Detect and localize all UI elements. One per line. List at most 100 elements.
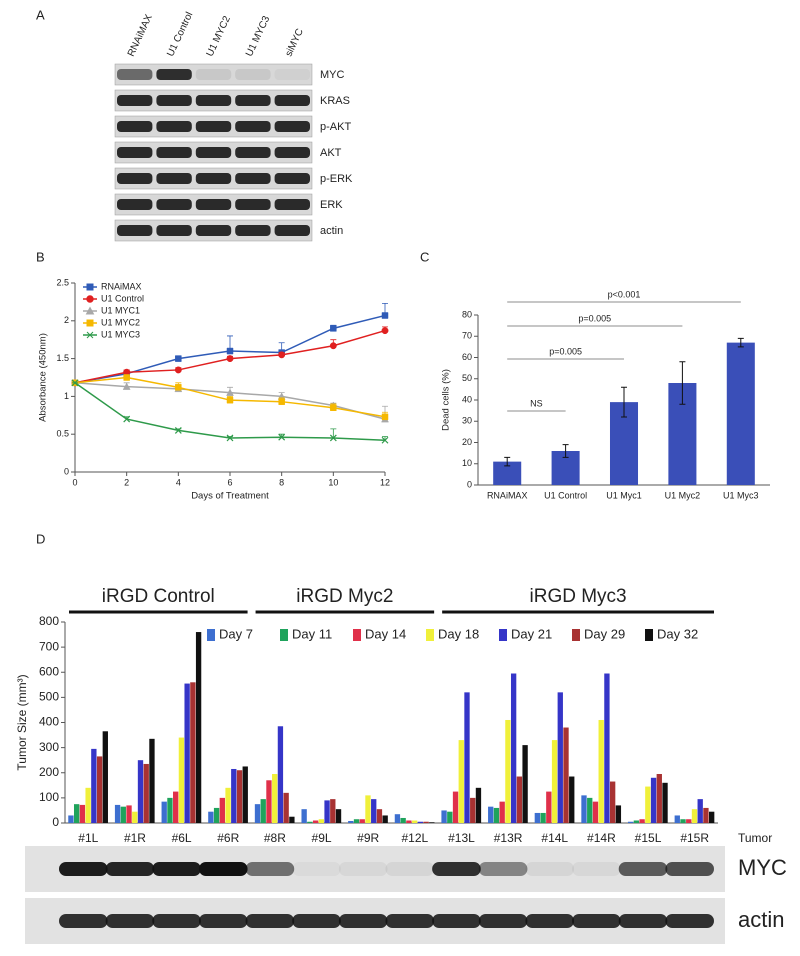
point (278, 351, 286, 359)
blot-band (665, 862, 714, 876)
legend-label: Day 18 (438, 626, 479, 641)
bar (348, 820, 354, 823)
bar (406, 820, 412, 823)
bar (79, 804, 86, 823)
blot-band (618, 914, 668, 928)
x-tick-label: #13R (494, 831, 523, 845)
error-bar (562, 444, 569, 458)
blot-band (235, 69, 271, 80)
blot-band (572, 862, 621, 876)
bar (289, 816, 295, 823)
legend-marker (86, 295, 94, 303)
blot-band (245, 862, 295, 876)
legend-label: RNAiMAX (101, 281, 142, 291)
point (175, 355, 182, 362)
blot-band (152, 914, 201, 928)
bar (283, 792, 289, 823)
blot-band (292, 914, 341, 928)
point (381, 413, 389, 421)
blot-band (432, 862, 481, 876)
x-tick-label: #8R (264, 831, 286, 845)
lane-label: U1 Control (165, 10, 195, 58)
significance-label: p=0.005 (578, 313, 611, 323)
bar (242, 766, 248, 823)
blot-band (117, 225, 153, 236)
bar (557, 692, 563, 823)
bar (510, 673, 517, 823)
legend-swatch (499, 629, 507, 641)
y-tick-label: 600 (39, 664, 59, 678)
y-tick-label: 30 (462, 416, 472, 426)
legend-label: U1 MYC2 (101, 317, 140, 327)
bar (645, 786, 651, 823)
lane-label: siMYC (283, 27, 305, 58)
blot-band (618, 862, 668, 876)
blot-band (432, 914, 481, 928)
x-tick-label: 12 (380, 477, 390, 487)
blot-band (117, 121, 153, 132)
lane-label: RNAiMAX (126, 13, 155, 59)
bar (639, 819, 645, 823)
blot-band (195, 121, 232, 132)
point (174, 426, 182, 434)
y-tick-label: 2.5 (56, 277, 69, 287)
blot-band (245, 914, 295, 928)
bar (161, 801, 167, 823)
panel-label: B (36, 249, 45, 264)
x-tick-label: #13L (448, 831, 475, 845)
blot-band (478, 914, 528, 928)
blot-band (105, 914, 155, 928)
lane-label: U1 MYC2 (205, 14, 233, 58)
y-tick-label: 500 (39, 690, 59, 704)
bar (458, 740, 464, 823)
blot-band (235, 225, 271, 236)
bar (260, 799, 266, 823)
point (329, 434, 337, 442)
point (329, 342, 337, 350)
significance-label: p<0.001 (608, 289, 641, 299)
x-tick-label: U1 Control (544, 490, 587, 500)
y-tick-label: 200 (39, 765, 59, 779)
blot-band (274, 225, 310, 236)
bar (359, 819, 365, 823)
group-label: iRGD Control (102, 586, 215, 607)
blot-band (195, 199, 232, 210)
bar (447, 811, 453, 823)
blot-band (59, 914, 108, 928)
error-bar (504, 456, 511, 467)
blot-band (385, 862, 435, 876)
blot-band (274, 95, 310, 106)
blot-band (665, 914, 714, 928)
x-tick-label: #14L (541, 831, 568, 845)
bar (726, 342, 755, 485)
bar (120, 806, 126, 823)
bar (499, 801, 505, 823)
blot-band (156, 147, 192, 158)
bar (627, 821, 634, 823)
significance-label: p=0.005 (549, 346, 582, 356)
blot-band (105, 862, 155, 876)
bar (85, 787, 91, 823)
point (330, 325, 337, 332)
bar (324, 800, 330, 823)
bar (371, 799, 377, 823)
blot-band (152, 862, 201, 876)
blot-band (274, 147, 310, 158)
bar (335, 809, 342, 823)
point (330, 404, 337, 411)
point (226, 434, 234, 442)
bar (505, 719, 511, 823)
bar (365, 795, 371, 823)
blot-band (198, 862, 248, 876)
bar (598, 719, 604, 823)
blot-band (195, 69, 232, 80)
bar (91, 748, 97, 823)
bar (254, 804, 261, 823)
bar (149, 738, 155, 823)
y-tick-label: 70 (462, 331, 472, 341)
bar (96, 756, 103, 823)
point (226, 355, 234, 362)
row-label: MYC (320, 69, 345, 81)
bar (686, 819, 692, 823)
